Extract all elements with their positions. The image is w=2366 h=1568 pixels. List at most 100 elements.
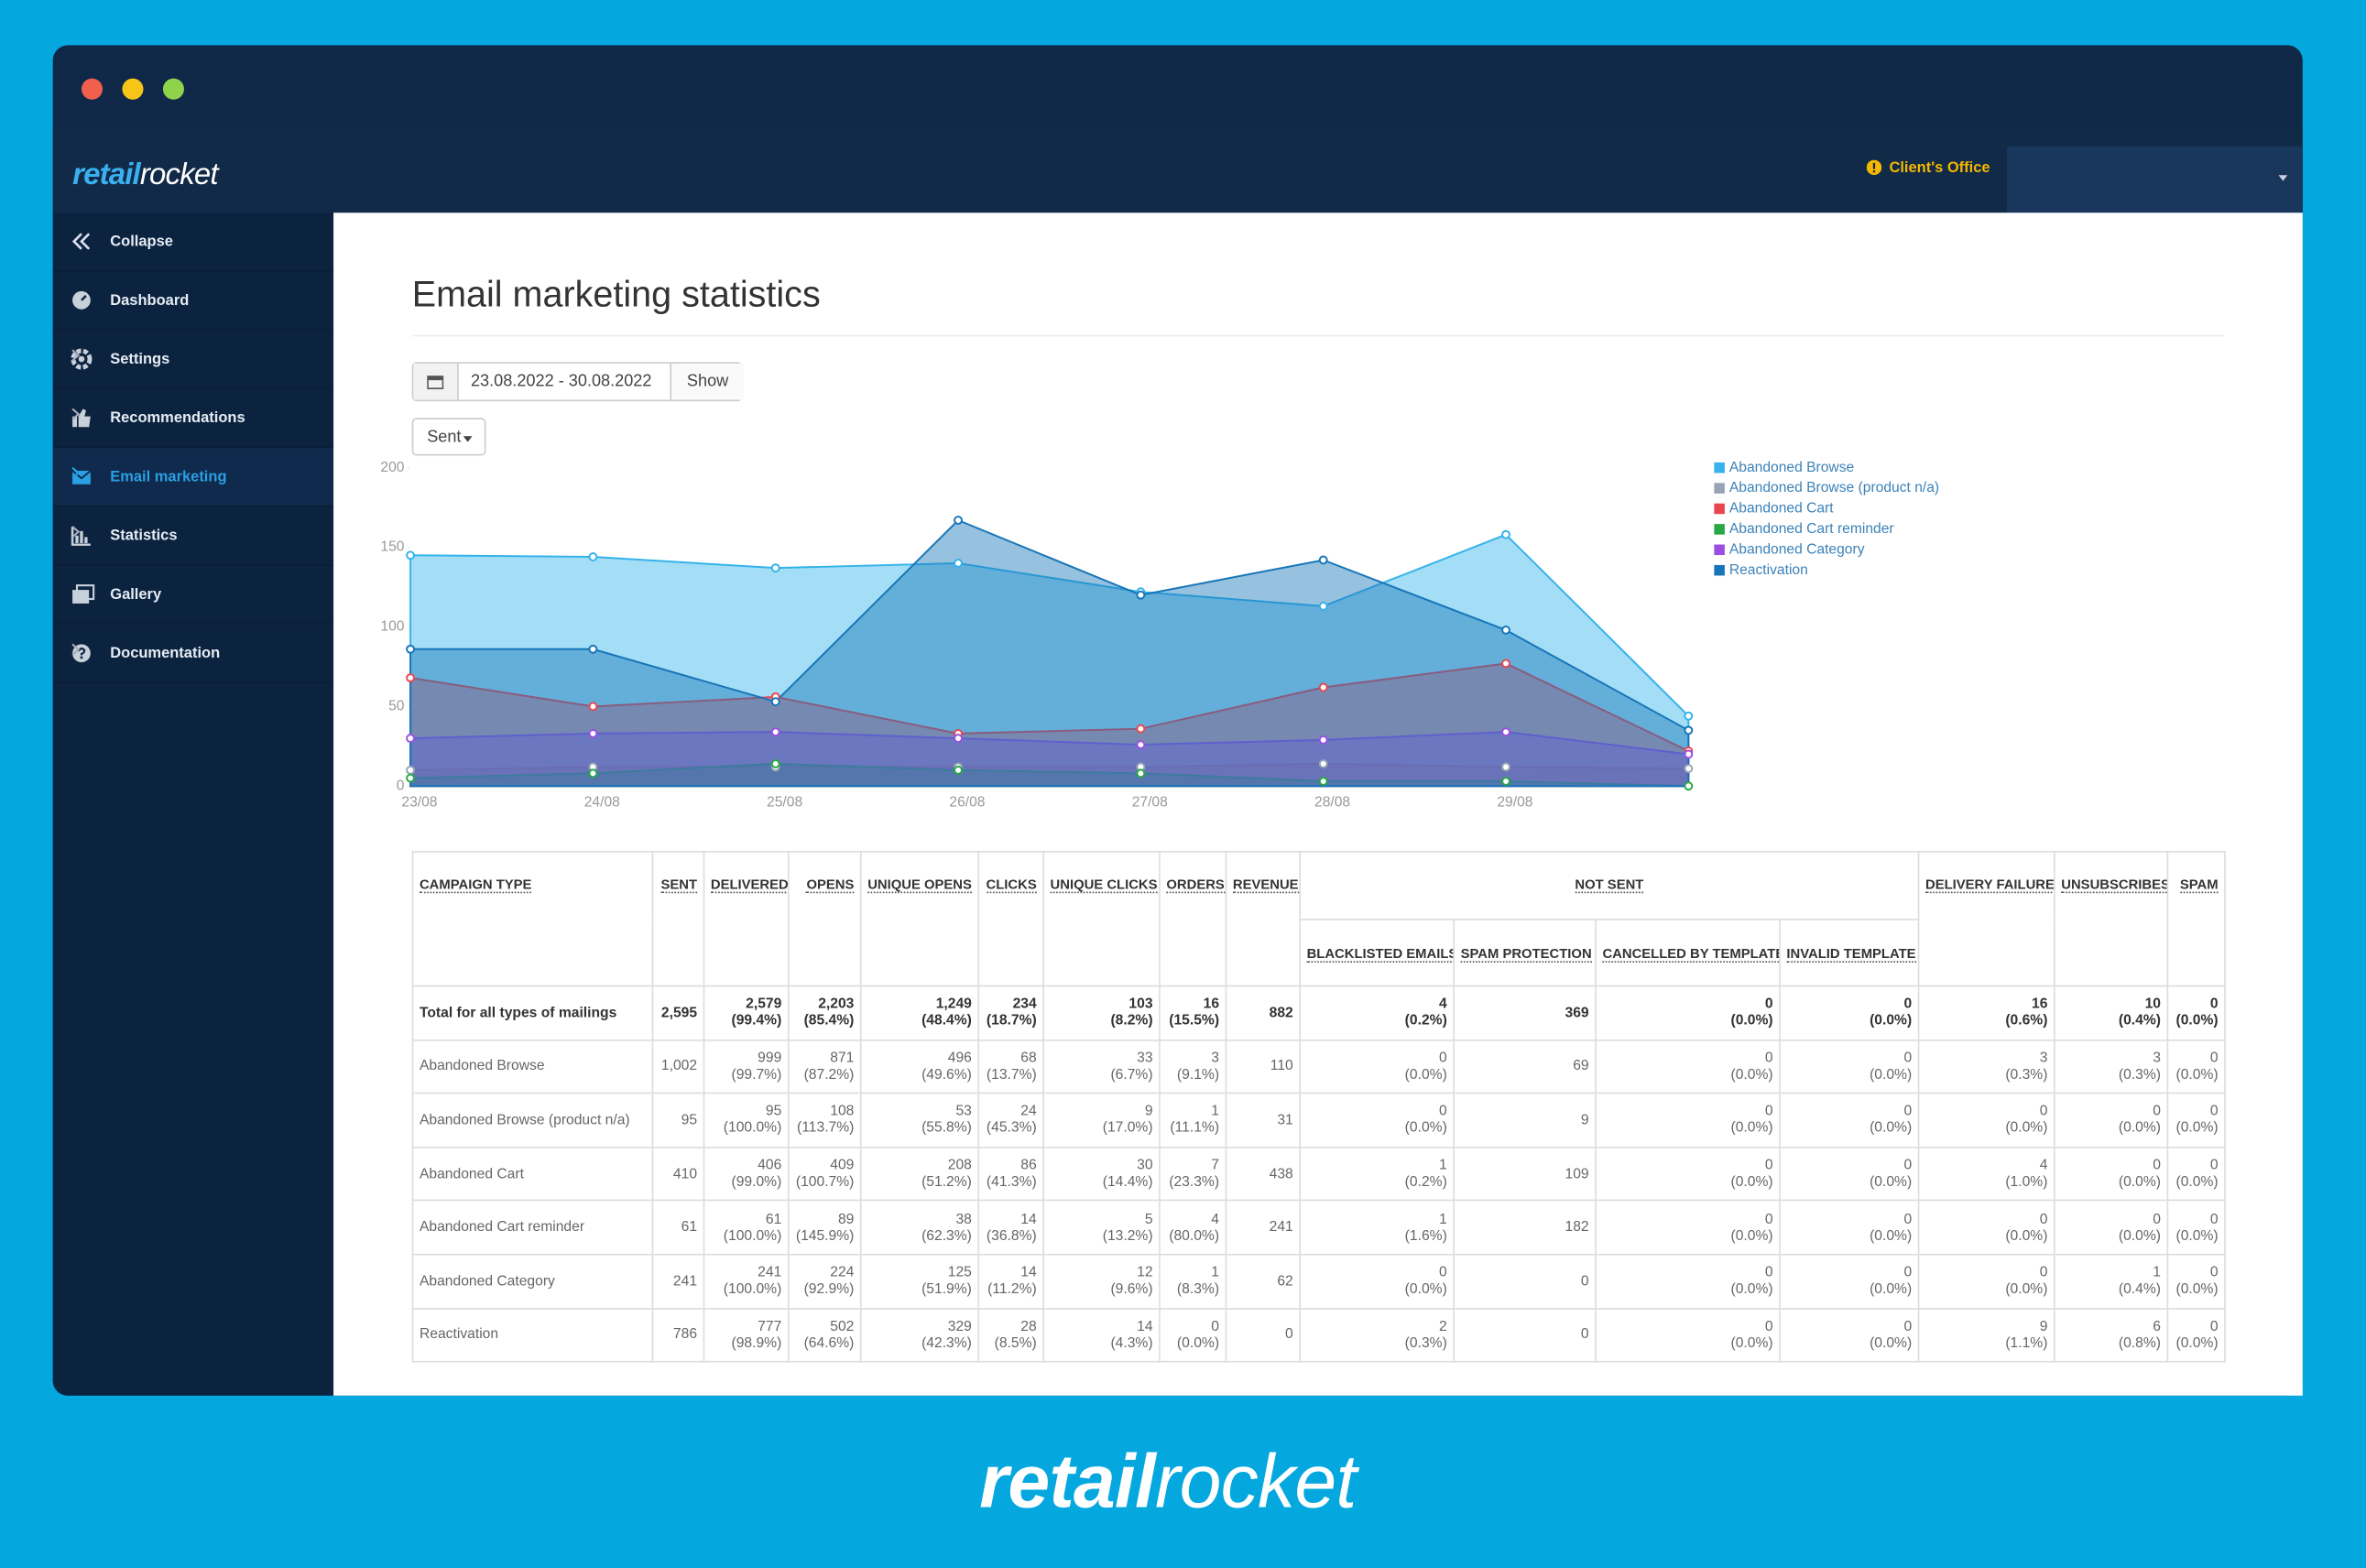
legend-swatch	[1714, 524, 1725, 535]
cell-line: 0	[2061, 1104, 2161, 1120]
nav-chevron	[71, 349, 80, 363]
legend-swatch	[1714, 504, 1725, 515]
account-dropdown[interactable]	[2007, 147, 2303, 212]
nav-item[interactable]: Collapse	[53, 212, 333, 271]
cell-line: (8.3%)	[1166, 1281, 1219, 1298]
cell-line: (15.5%)	[1166, 1013, 1219, 1029]
column-subheader: INVALID TEMPLATE	[1780, 920, 1919, 985]
dropdown-caret	[2278, 175, 2287, 181]
cell-line: (51.9%)	[867, 1281, 972, 1298]
cell-line: 62	[1233, 1273, 1293, 1290]
table-row: Reactivation 786 777 (98.9%) 502 (64.6%) 329 (4…	[413, 1308, 2225, 1362]
cell-line: (13.2%)	[1051, 1227, 1153, 1244]
cell-line: (113.7%)	[795, 1120, 854, 1137]
x-tick-label: 25/08	[767, 794, 802, 810]
table-cell: 9 (1.1%)	[1919, 1308, 2055, 1362]
table-cell: 777 (98.9%)	[703, 1308, 788, 1362]
cell-line: 2,595	[660, 1005, 697, 1021]
window-minimize[interactable]	[122, 79, 143, 100]
cell-line: 1	[1307, 1158, 1447, 1174]
cell-line: (13.7%)	[986, 1066, 1037, 1083]
cell-line: (0.0%)	[1166, 1335, 1219, 1352]
cell-line: 7	[1166, 1158, 1219, 1174]
nav-item[interactable]: Settings	[53, 331, 333, 389]
cell-line: 0	[2175, 1211, 2219, 1227]
cell-line: (0.0%)	[1786, 1335, 1912, 1352]
date-range-input[interactable]: 23.08.2022 - 30.08.2022	[471, 373, 651, 391]
y-tick-label: 150	[380, 539, 404, 555]
cell-line: 786	[660, 1327, 697, 1344]
cell-line: (92.9%)	[795, 1281, 854, 1298]
cell-line: 999	[711, 1050, 781, 1066]
cell-line: (0.0%)	[1602, 1227, 1772, 1244]
cell-line: 28	[986, 1319, 1037, 1335]
column-header: UNIQUE CLICKS	[1043, 852, 1160, 986]
table-cell: 0 (0.0%)	[2167, 1094, 2225, 1148]
cell-line: (0.4%)	[2061, 1013, 2161, 1029]
table-cell: 0	[1454, 1308, 1596, 1362]
x-tick-label: 28/08	[1314, 794, 1350, 810]
cell-line: (0.3%)	[2061, 1066, 2161, 1083]
table-cell: 14 (4.3%)	[1043, 1308, 1160, 1362]
table-cell: 61 (100.0%)	[703, 1201, 788, 1255]
data-point	[407, 646, 414, 653]
header-logo[interactable]: retailrocket	[72, 158, 218, 193]
cell-line: (0.4%)	[2061, 1281, 2161, 1298]
cell-line: 4	[1166, 1211, 1219, 1227]
cell-line: (0.0%)	[1925, 1120, 2047, 1137]
cell-line: (0.0%)	[1602, 1281, 1772, 1298]
table-row: Abandoned Category 241 241 (100.0%) 224 (92.9…	[413, 1255, 2225, 1309]
table-cell: 3 (9.1%)	[1160, 1040, 1226, 1094]
table-cell: 0 (0.0%)	[1780, 1201, 1919, 1255]
cell-line: 0	[1786, 1158, 1912, 1174]
table-cell: 0 (0.0%)	[2167, 986, 2225, 1040]
cell-line: (99.4%)	[711, 1013, 781, 1029]
cell-line: (0.3%)	[1307, 1335, 1447, 1352]
nav-item[interactable]: Dashboard	[53, 272, 333, 331]
subheader-label: INVALID TEMPLATE	[1786, 945, 1915, 962]
row-label: Abandoned Browse	[413, 1040, 653, 1094]
legend-swatch	[1714, 545, 1725, 556]
table-cell: 3 (0.3%)	[2055, 1040, 2168, 1094]
column-header: ORDERS	[1160, 852, 1226, 986]
table-cell: 95 (100.0%)	[703, 1094, 788, 1148]
cell-line: 53	[867, 1104, 972, 1120]
row-label-text: Total for all types of mailings	[420, 1005, 616, 1021]
cell-line: 9	[1925, 1319, 2047, 1335]
column-header: CAMPAIGN TYPE	[413, 852, 653, 986]
cell-line: 0	[1786, 1319, 1912, 1335]
table-cell: 24 (45.3%)	[978, 1094, 1043, 1148]
cell-line: (100.0%)	[711, 1281, 781, 1298]
table-cell: 0 (0.0%)	[1596, 1201, 1780, 1255]
table-cell: 0 (0.0%)	[1780, 1147, 1919, 1201]
table-cell: 0 (0.0%)	[2167, 1147, 2225, 1201]
row-label: Abandoned Browse (product n/a)	[413, 1094, 653, 1148]
calendar-button[interactable]	[413, 364, 458, 400]
cell-line: 89	[795, 1211, 854, 1227]
legend-label: Abandoned Browse (product n/a)	[1729, 480, 1939, 495]
cell-line: (98.9%)	[711, 1335, 781, 1352]
table-cell: 61	[652, 1201, 703, 1255]
cell-line: (0.0%)	[2061, 1227, 2161, 1244]
cell-line: 0	[1602, 1319, 1772, 1335]
data-point	[407, 674, 414, 681]
table-cell: 1 (0.2%)	[1300, 1147, 1454, 1201]
cell-line: 0	[2061, 1158, 2161, 1174]
clients-office-link[interactable]: Client's Office	[1889, 160, 1990, 177]
cell-line: (41.3%)	[986, 1174, 1037, 1191]
calendar-icon	[427, 375, 443, 389]
table-cell: 241	[652, 1255, 703, 1309]
cell-line: 1	[2061, 1265, 2161, 1281]
window-close[interactable]	[82, 79, 103, 100]
table-cell: 0 (0.0%)	[1919, 1094, 2055, 1148]
window-maximize[interactable]	[163, 79, 184, 100]
subheader-label: SPAM PROTECTION	[1461, 945, 1592, 962]
data-point	[1320, 736, 1327, 744]
show-button[interactable]: Show	[670, 364, 744, 400]
table-cell: 108 (113.7%)	[789, 1094, 861, 1148]
cell-line: 0	[1307, 1050, 1447, 1066]
row-label: Abandoned Cart	[413, 1147, 653, 1201]
table-cell: 9 (17.0%)	[1043, 1094, 1160, 1148]
cell-line: (64.6%)	[795, 1335, 854, 1352]
